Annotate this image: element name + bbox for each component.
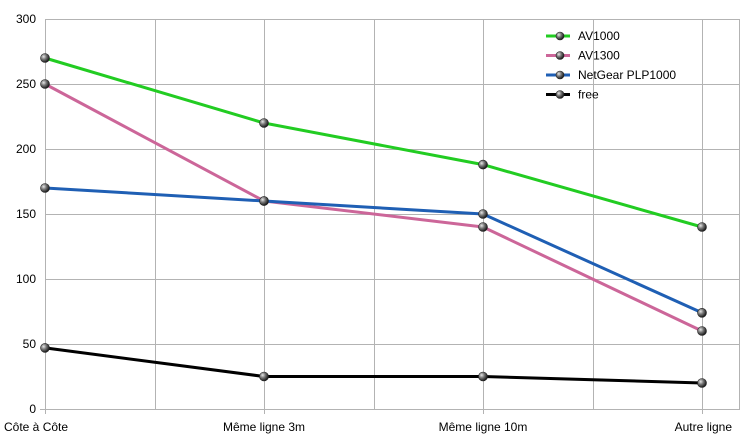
data-point (697, 378, 707, 388)
y-tick-label: 0 (29, 402, 36, 416)
data-point (259, 118, 269, 128)
y-axis-tick-labels: 0 50 100 150 200 250 300 (16, 12, 36, 416)
data-point (478, 209, 488, 219)
data-point (40, 79, 50, 89)
x-tick-label: Même ligne 3m (223, 420, 305, 434)
legend-item: free (546, 88, 599, 102)
legend-marker (555, 70, 565, 80)
legend-label: NetGear PLP1000 (578, 68, 676, 82)
series-line (43, 186, 704, 315)
y-tick-label: 200 (16, 142, 36, 156)
data-point (478, 222, 488, 232)
legend-item: AV1300 (546, 49, 620, 63)
legend-item: NetGear PLP1000 (546, 68, 676, 82)
series-free (40, 343, 707, 388)
data-point (478, 371, 488, 382)
data-point (697, 307, 707, 318)
legend: AV1000 AV1300 NetGear PLP1000 free (546, 29, 676, 102)
x-tick-label: Même ligne 10m (439, 420, 528, 434)
legend-marker (555, 51, 565, 60)
legend-label: free (578, 88, 599, 102)
series-line (43, 56, 704, 229)
data-point (259, 371, 269, 382)
data-point (259, 196, 269, 206)
series-netgear-plp1000 (40, 183, 707, 318)
series-line (43, 82, 704, 333)
legend-label: AV1000 (578, 29, 620, 43)
data-point (40, 53, 50, 63)
y-tick-label: 300 (16, 12, 36, 26)
y-tick-label: 50 (23, 337, 37, 351)
data-point (40, 183, 50, 193)
x-tick-label: Autre ligne (675, 420, 733, 434)
x-axis-tick-labels: Côte à Côte Même ligne 3m Même ligne 10m Au… (4, 420, 732, 434)
data-point (478, 159, 488, 170)
legend-marker (555, 90, 565, 99)
series-line (43, 346, 704, 385)
y-tick-label: 100 (16, 272, 36, 286)
data-point (697, 326, 707, 336)
series-av1000 (40, 53, 707, 232)
x-tick-label: Côte à Côte (4, 420, 68, 434)
data-point (40, 343, 50, 353)
legend-item: AV1000 (546, 29, 620, 43)
y-tick-label: 250 (16, 77, 36, 91)
series-group (40, 53, 707, 388)
legend-label: AV1300 (578, 49, 620, 63)
data-point (697, 222, 707, 232)
legend-marker (555, 31, 565, 41)
y-tick-label: 150 (16, 207, 36, 221)
